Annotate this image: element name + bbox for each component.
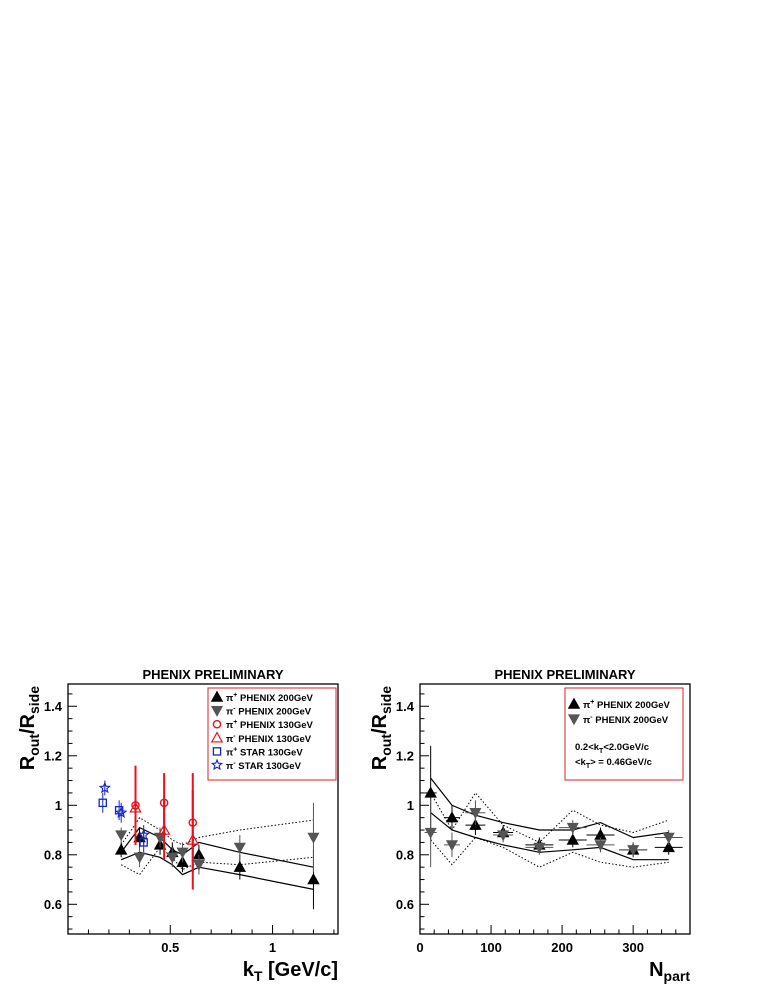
legend-marker [212, 719, 222, 729]
legend: π+ PHENIX 200GeV π- PHENIX 200GeV 0.2<kT<2… [564, 687, 684, 781]
series-4 [129, 770, 199, 890]
series-5 [98, 792, 148, 853]
data-point [114, 843, 128, 855]
data-point [533, 842, 546, 854]
chart-title: PHENIX PRELIMINARY [142, 667, 283, 682]
legend-marker [210, 758, 224, 771]
data-point [627, 845, 640, 857]
y-tick-label: 1.4 [44, 699, 63, 714]
x-tick-label: 0.5 [161, 940, 179, 955]
plot-frame [67, 683, 339, 935]
data-point [445, 811, 459, 823]
legend-marker [210, 690, 224, 702]
data-point [157, 823, 171, 835]
systematic-band-solid [120, 826, 314, 868]
series-2 [424, 797, 683, 868]
data-point [166, 852, 179, 864]
x-tick-label: 100 [480, 940, 502, 955]
data-point [129, 801, 142, 813]
x-axis-label: kT [GeV/c] [243, 959, 338, 984]
legend-entry: π- PHENIX 200GeV [226, 706, 312, 718]
legend-entry: π- PHENIX 200GeV [583, 714, 669, 726]
x-axis-label: Npart [649, 959, 690, 984]
data-point [192, 860, 205, 871]
x-tick-label: 300 [622, 940, 644, 955]
legend-entry: π+ PHENIX 200GeV [226, 692, 314, 704]
y-tick-label: 0.8 [44, 847, 62, 862]
legend-marker [567, 714, 581, 726]
y-tick-label: 1 [55, 798, 62, 813]
data-point [566, 833, 579, 845]
y-tick-label: 1.2 [44, 748, 62, 763]
data-point [186, 833, 199, 845]
data-point [566, 822, 579, 834]
legend-marker [212, 747, 222, 756]
chart-title: PHENIX PRELIMINARY [494, 667, 635, 682]
data-point [445, 840, 459, 852]
x-tick-label: 0 [416, 940, 423, 955]
data-point [176, 847, 189, 859]
data-point [133, 852, 146, 864]
y-axis-label: Rout/Rside [369, 686, 394, 770]
systematic-band-solid [120, 851, 314, 890]
data-point [137, 828, 150, 841]
y-axis-label: Rout/Rside [17, 686, 42, 770]
legend-marker [567, 697, 581, 709]
legend-box [564, 687, 684, 781]
y-tick-label: 1.2 [396, 748, 414, 763]
data-point [497, 830, 510, 842]
x-tick-label: 200 [551, 940, 573, 955]
series-1 [114, 827, 320, 910]
legend-entry: π- PHENIX 130GeV [226, 733, 312, 745]
data-point [115, 806, 128, 818]
data-point [115, 830, 128, 842]
chart-panel-1: PHENIX PRELIMINARY 0.6 0.8 1 1.2 1.4 0.5 1 Rout/… [17, 667, 339, 984]
data-point [424, 827, 437, 839]
data-point [307, 832, 320, 844]
data-point [98, 798, 108, 808]
data-point [424, 786, 437, 798]
systematic-band-dotted [120, 817, 314, 846]
x-tick-label: 1 [269, 940, 276, 955]
legend-marker [210, 731, 224, 743]
data-point [98, 781, 111, 794]
systematic-band-solid [430, 777, 669, 839]
data-point [662, 840, 675, 853]
y-tick-label: 0.6 [44, 897, 62, 912]
data-point [233, 842, 246, 854]
y-tick-label: 0.6 [396, 897, 414, 912]
data-point [233, 860, 247, 872]
legend-entry: π- STAR 130GeV [226, 760, 302, 772]
y-tick-label: 1.4 [396, 699, 415, 714]
y-tick-label: 0.8 [396, 847, 414, 862]
y-tick-label: 1 [407, 798, 414, 813]
data-point [469, 808, 482, 819]
legend-entry: π+ PHENIX 200GeV [583, 699, 671, 711]
legend-annotation: 0.2<kT<2.0GeV/c [575, 742, 649, 755]
series-2 [115, 802, 320, 875]
data-point [662, 832, 675, 844]
series-6 [98, 780, 150, 845]
plot-frame [419, 683, 691, 935]
chart-panel-2: PHENIX PRELIMINARY 0.6 0.8 1 1.2 1.4 0 100 200 30… [369, 667, 691, 984]
legend-marker [210, 705, 224, 717]
legend-entry: π+ PHENIX 130GeV [226, 719, 314, 731]
data-point [594, 840, 607, 852]
data-point [307, 873, 320, 885]
legend-annotation: <kT> = 0.46GeV/c [575, 757, 652, 770]
legend-entry: π+ STAR 130GeV [226, 746, 303, 758]
legend-box [207, 687, 337, 781]
